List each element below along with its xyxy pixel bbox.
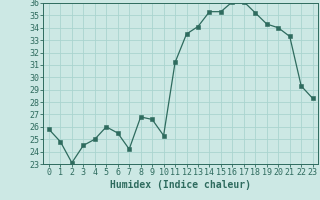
X-axis label: Humidex (Indice chaleur): Humidex (Indice chaleur) <box>110 180 251 190</box>
